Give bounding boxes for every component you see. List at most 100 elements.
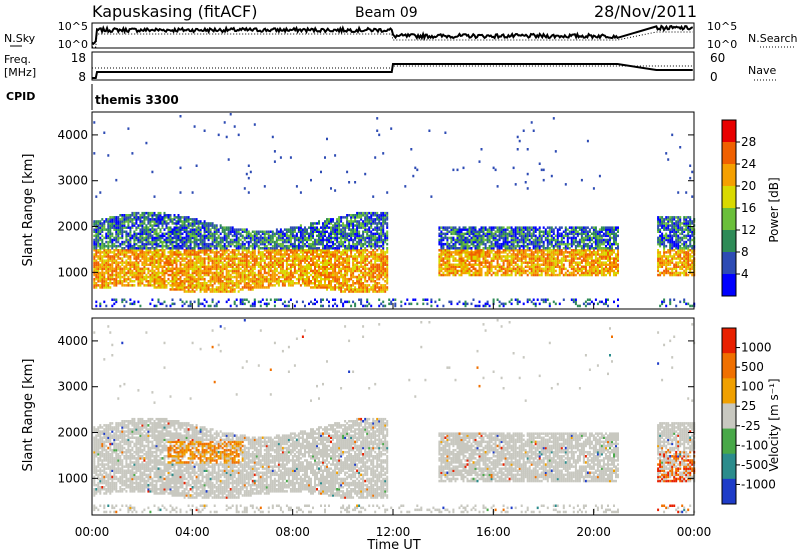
range-cell	[123, 214, 126, 217]
range-cell	[458, 253, 461, 256]
range-cell	[199, 259, 202, 262]
range-cell	[117, 280, 120, 283]
range-cell	[261, 240, 264, 244]
range-cell	[275, 259, 278, 262]
range-cell	[143, 218, 146, 221]
range-cell	[324, 255, 326, 258]
range-cell	[502, 263, 505, 266]
range-cell	[316, 280, 318, 283]
range-cell	[183, 253, 186, 256]
range-cell	[199, 261, 202, 264]
range-cell	[175, 288, 178, 291]
range-cell	[135, 259, 138, 262]
range-cell	[103, 265, 106, 268]
range-cell	[490, 269, 493, 273]
range-cell	[235, 244, 238, 248]
range-cell	[306, 263, 308, 266]
range-cell	[326, 242, 328, 246]
range-cell	[456, 271, 459, 275]
range-cell	[159, 259, 162, 262]
range-cell	[496, 226, 499, 229]
range-cell	[299, 244, 302, 248]
range-cell	[342, 244, 345, 248]
range-cell	[217, 286, 220, 289]
range-cell	[213, 304, 216, 308]
range-cell	[314, 277, 316, 281]
range-cell	[155, 275, 158, 279]
range-cell	[444, 249, 447, 252]
range-cell	[342, 232, 345, 236]
range-cell	[326, 271, 328, 275]
range-cell	[247, 234, 250, 238]
range-cell	[175, 263, 178, 266]
range-cell	[259, 300, 262, 304]
range-cell	[163, 238, 166, 242]
range-cell	[189, 251, 192, 254]
range-cell	[352, 214, 355, 217]
range-cell	[492, 255, 495, 258]
range-cell	[496, 271, 499, 275]
range-cell	[344, 275, 347, 279]
range-cell	[273, 240, 276, 244]
range-cell	[472, 271, 475, 275]
range-cell	[167, 247, 170, 250]
range-cell	[338, 282, 341, 285]
range-cell	[414, 166, 417, 170]
range-cell	[261, 251, 264, 254]
range-cell	[304, 277, 306, 281]
range-cell	[99, 263, 102, 266]
range-cell	[380, 269, 383, 273]
range-cell	[95, 242, 98, 246]
range-cell	[261, 253, 264, 256]
range-cell	[155, 249, 158, 252]
range-cell	[139, 214, 142, 217]
range-cell	[143, 267, 146, 271]
range-cell	[368, 284, 371, 287]
range-cell	[314, 263, 316, 266]
range-cell	[472, 234, 475, 238]
range-cell	[273, 273, 276, 277]
range-cell	[350, 251, 353, 254]
range-cell	[340, 275, 343, 279]
range-cell	[121, 226, 124, 229]
range-cell	[255, 244, 258, 248]
range-cell	[235, 304, 238, 308]
range-cell	[273, 242, 276, 246]
range-cell	[213, 253, 216, 256]
range-cell	[171, 222, 174, 225]
range-cell	[105, 249, 108, 252]
range-cell	[299, 226, 302, 229]
range-cell	[99, 302, 102, 306]
range-cell	[119, 280, 122, 283]
range-cell	[275, 269, 278, 273]
range-cell	[101, 265, 104, 268]
range-cell	[354, 244, 357, 248]
range-cell	[452, 251, 455, 254]
range-cell	[332, 280, 334, 283]
range-cell	[101, 277, 104, 281]
range-cell	[356, 224, 359, 227]
range-cell	[370, 261, 373, 264]
range-cell	[372, 234, 375, 238]
range-cell	[297, 257, 300, 260]
range-cell	[494, 238, 497, 242]
range-cell	[308, 265, 310, 268]
range-cell	[366, 286, 369, 289]
range-cell	[165, 244, 168, 248]
range-cell	[478, 242, 481, 246]
range-cell	[121, 228, 124, 231]
range-cell	[374, 261, 377, 264]
range-cell	[488, 236, 491, 240]
range-cell	[484, 255, 487, 258]
range-cell	[382, 286, 385, 289]
range-cell	[356, 265, 359, 268]
range-cell	[285, 259, 288, 262]
freq-tick-top: 18	[71, 51, 86, 65]
range-cell	[320, 232, 322, 236]
range-cell	[273, 244, 276, 248]
range-cell	[253, 240, 256, 244]
range-cell	[113, 298, 116, 301]
range-cell	[191, 240, 194, 244]
range-cell	[229, 263, 232, 266]
range-cell	[93, 267, 96, 271]
